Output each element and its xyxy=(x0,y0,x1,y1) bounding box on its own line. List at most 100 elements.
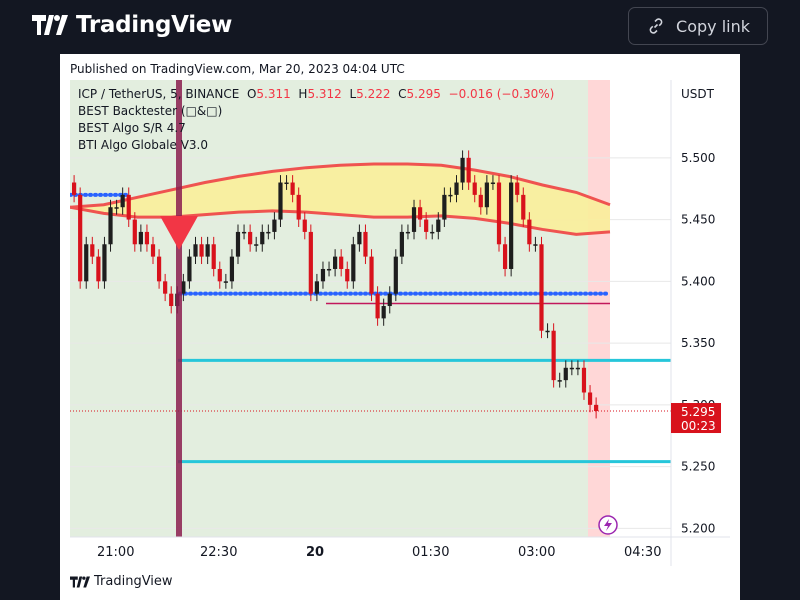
candle[interactable] xyxy=(502,244,508,269)
candle[interactable] xyxy=(72,182,77,195)
indicator-row[interactable]: BEST Algo S/R 4.7 xyxy=(78,121,186,135)
candle[interactable] xyxy=(150,244,156,257)
candle[interactable] xyxy=(399,231,404,257)
symbol-label[interactable]: ICP / TetherUS, 5, BINANCE xyxy=(78,87,240,101)
candle[interactable] xyxy=(484,182,489,208)
candle[interactable] xyxy=(545,330,550,333)
candle[interactable] xyxy=(96,256,101,282)
candle[interactable] xyxy=(527,219,532,245)
candle[interactable] xyxy=(424,219,429,232)
candle[interactable] xyxy=(205,244,210,257)
candle[interactable] xyxy=(551,330,556,381)
candle[interactable] xyxy=(308,231,313,294)
candle[interactable] xyxy=(460,157,465,183)
candle[interactable] xyxy=(569,367,574,370)
candle[interactable] xyxy=(217,268,222,282)
last-price-tag xyxy=(671,403,721,434)
candle[interactable] xyxy=(490,182,496,185)
candle[interactable] xyxy=(90,244,95,257)
candle[interactable] xyxy=(375,293,380,319)
candle[interactable] xyxy=(381,306,386,319)
candle[interactable] xyxy=(587,392,593,405)
candle[interactable] xyxy=(199,244,204,257)
candle[interactable] xyxy=(272,219,277,232)
candle[interactable] xyxy=(266,231,271,234)
candle[interactable] xyxy=(466,157,471,183)
candle[interactable] xyxy=(357,231,362,245)
candle[interactable] xyxy=(509,182,514,269)
candle[interactable] xyxy=(78,194,83,282)
candle[interactable] xyxy=(363,231,368,257)
candle[interactable] xyxy=(132,219,137,245)
candle[interactable] xyxy=(290,182,295,195)
candle[interactable] xyxy=(533,244,538,246)
candle[interactable] xyxy=(333,256,338,269)
candle[interactable] xyxy=(181,281,186,294)
candle[interactable] xyxy=(515,182,520,195)
candle[interactable] xyxy=(472,182,477,195)
candle[interactable] xyxy=(496,182,502,245)
candle[interactable] xyxy=(260,231,265,245)
candle[interactable] xyxy=(156,256,162,282)
candle[interactable] xyxy=(320,268,326,282)
sell-arrow-icon[interactable] xyxy=(160,216,198,250)
candle[interactable] xyxy=(454,182,459,195)
candle[interactable] xyxy=(223,281,228,283)
link-icon xyxy=(649,18,663,34)
candle[interactable] xyxy=(478,194,483,208)
candle[interactable] xyxy=(387,293,392,307)
candle[interactable] xyxy=(563,367,568,381)
candle[interactable] xyxy=(120,194,125,208)
candle[interactable] xyxy=(369,256,374,294)
candle[interactable] xyxy=(345,268,350,282)
candle[interactable] xyxy=(187,256,192,282)
close-value: 5.295 xyxy=(406,87,441,101)
copy-link-button[interactable]: Copy link xyxy=(628,7,768,45)
candle[interactable] xyxy=(211,244,216,269)
candle[interactable] xyxy=(581,367,587,393)
candle[interactable] xyxy=(296,194,301,220)
candle[interactable] xyxy=(411,207,417,232)
candle[interactable] xyxy=(169,293,174,307)
candle[interactable] xyxy=(351,244,356,282)
candle[interactable] xyxy=(539,244,544,331)
indicator-row[interactable]: BEST Backtester (□&□) xyxy=(78,104,223,118)
candle[interactable] xyxy=(126,194,131,220)
candle[interactable] xyxy=(339,256,344,269)
candle[interactable] xyxy=(442,194,447,220)
candle[interactable] xyxy=(248,231,253,245)
candle[interactable] xyxy=(594,404,599,412)
candle[interactable] xyxy=(314,281,319,294)
candle[interactable] xyxy=(163,281,168,294)
candle[interactable] xyxy=(430,231,435,234)
candle[interactable] xyxy=(102,244,107,282)
candle[interactable] xyxy=(193,244,198,257)
candle[interactable] xyxy=(84,244,89,282)
candle[interactable] xyxy=(138,231,143,245)
chart-area[interactable]: USDT5.5005.4505.4005.3505.3005.2505.2005… xyxy=(68,80,730,566)
candle[interactable] xyxy=(521,194,526,220)
indicator-row[interactable]: BTI Algo Globale V3.0 xyxy=(78,138,209,152)
candle[interactable] xyxy=(448,194,453,197)
candle[interactable] xyxy=(235,231,241,257)
candle[interactable] xyxy=(254,244,259,246)
candle[interactable] xyxy=(229,256,235,282)
candle[interactable] xyxy=(575,367,581,370)
candle[interactable] xyxy=(436,219,441,232)
candle[interactable] xyxy=(108,207,113,245)
candle[interactable] xyxy=(144,231,150,245)
candle[interactable] xyxy=(302,219,307,232)
candle[interactable] xyxy=(405,231,411,234)
tradingview-logo[interactable]: TradingView xyxy=(32,12,232,38)
candle[interactable] xyxy=(284,182,289,185)
tradingview-logo-icon xyxy=(32,15,68,35)
candle[interactable] xyxy=(393,256,398,294)
candle[interactable] xyxy=(557,380,562,382)
candle[interactable] xyxy=(417,207,423,220)
time-tick-label: 01:30 xyxy=(412,545,449,560)
candle[interactable] xyxy=(241,231,247,234)
candle[interactable] xyxy=(326,268,332,271)
price-chart[interactable]: USDT5.5005.4505.4005.3505.3005.2505.2005… xyxy=(68,80,730,566)
candle[interactable] xyxy=(114,207,119,209)
candle[interactable] xyxy=(278,182,283,220)
